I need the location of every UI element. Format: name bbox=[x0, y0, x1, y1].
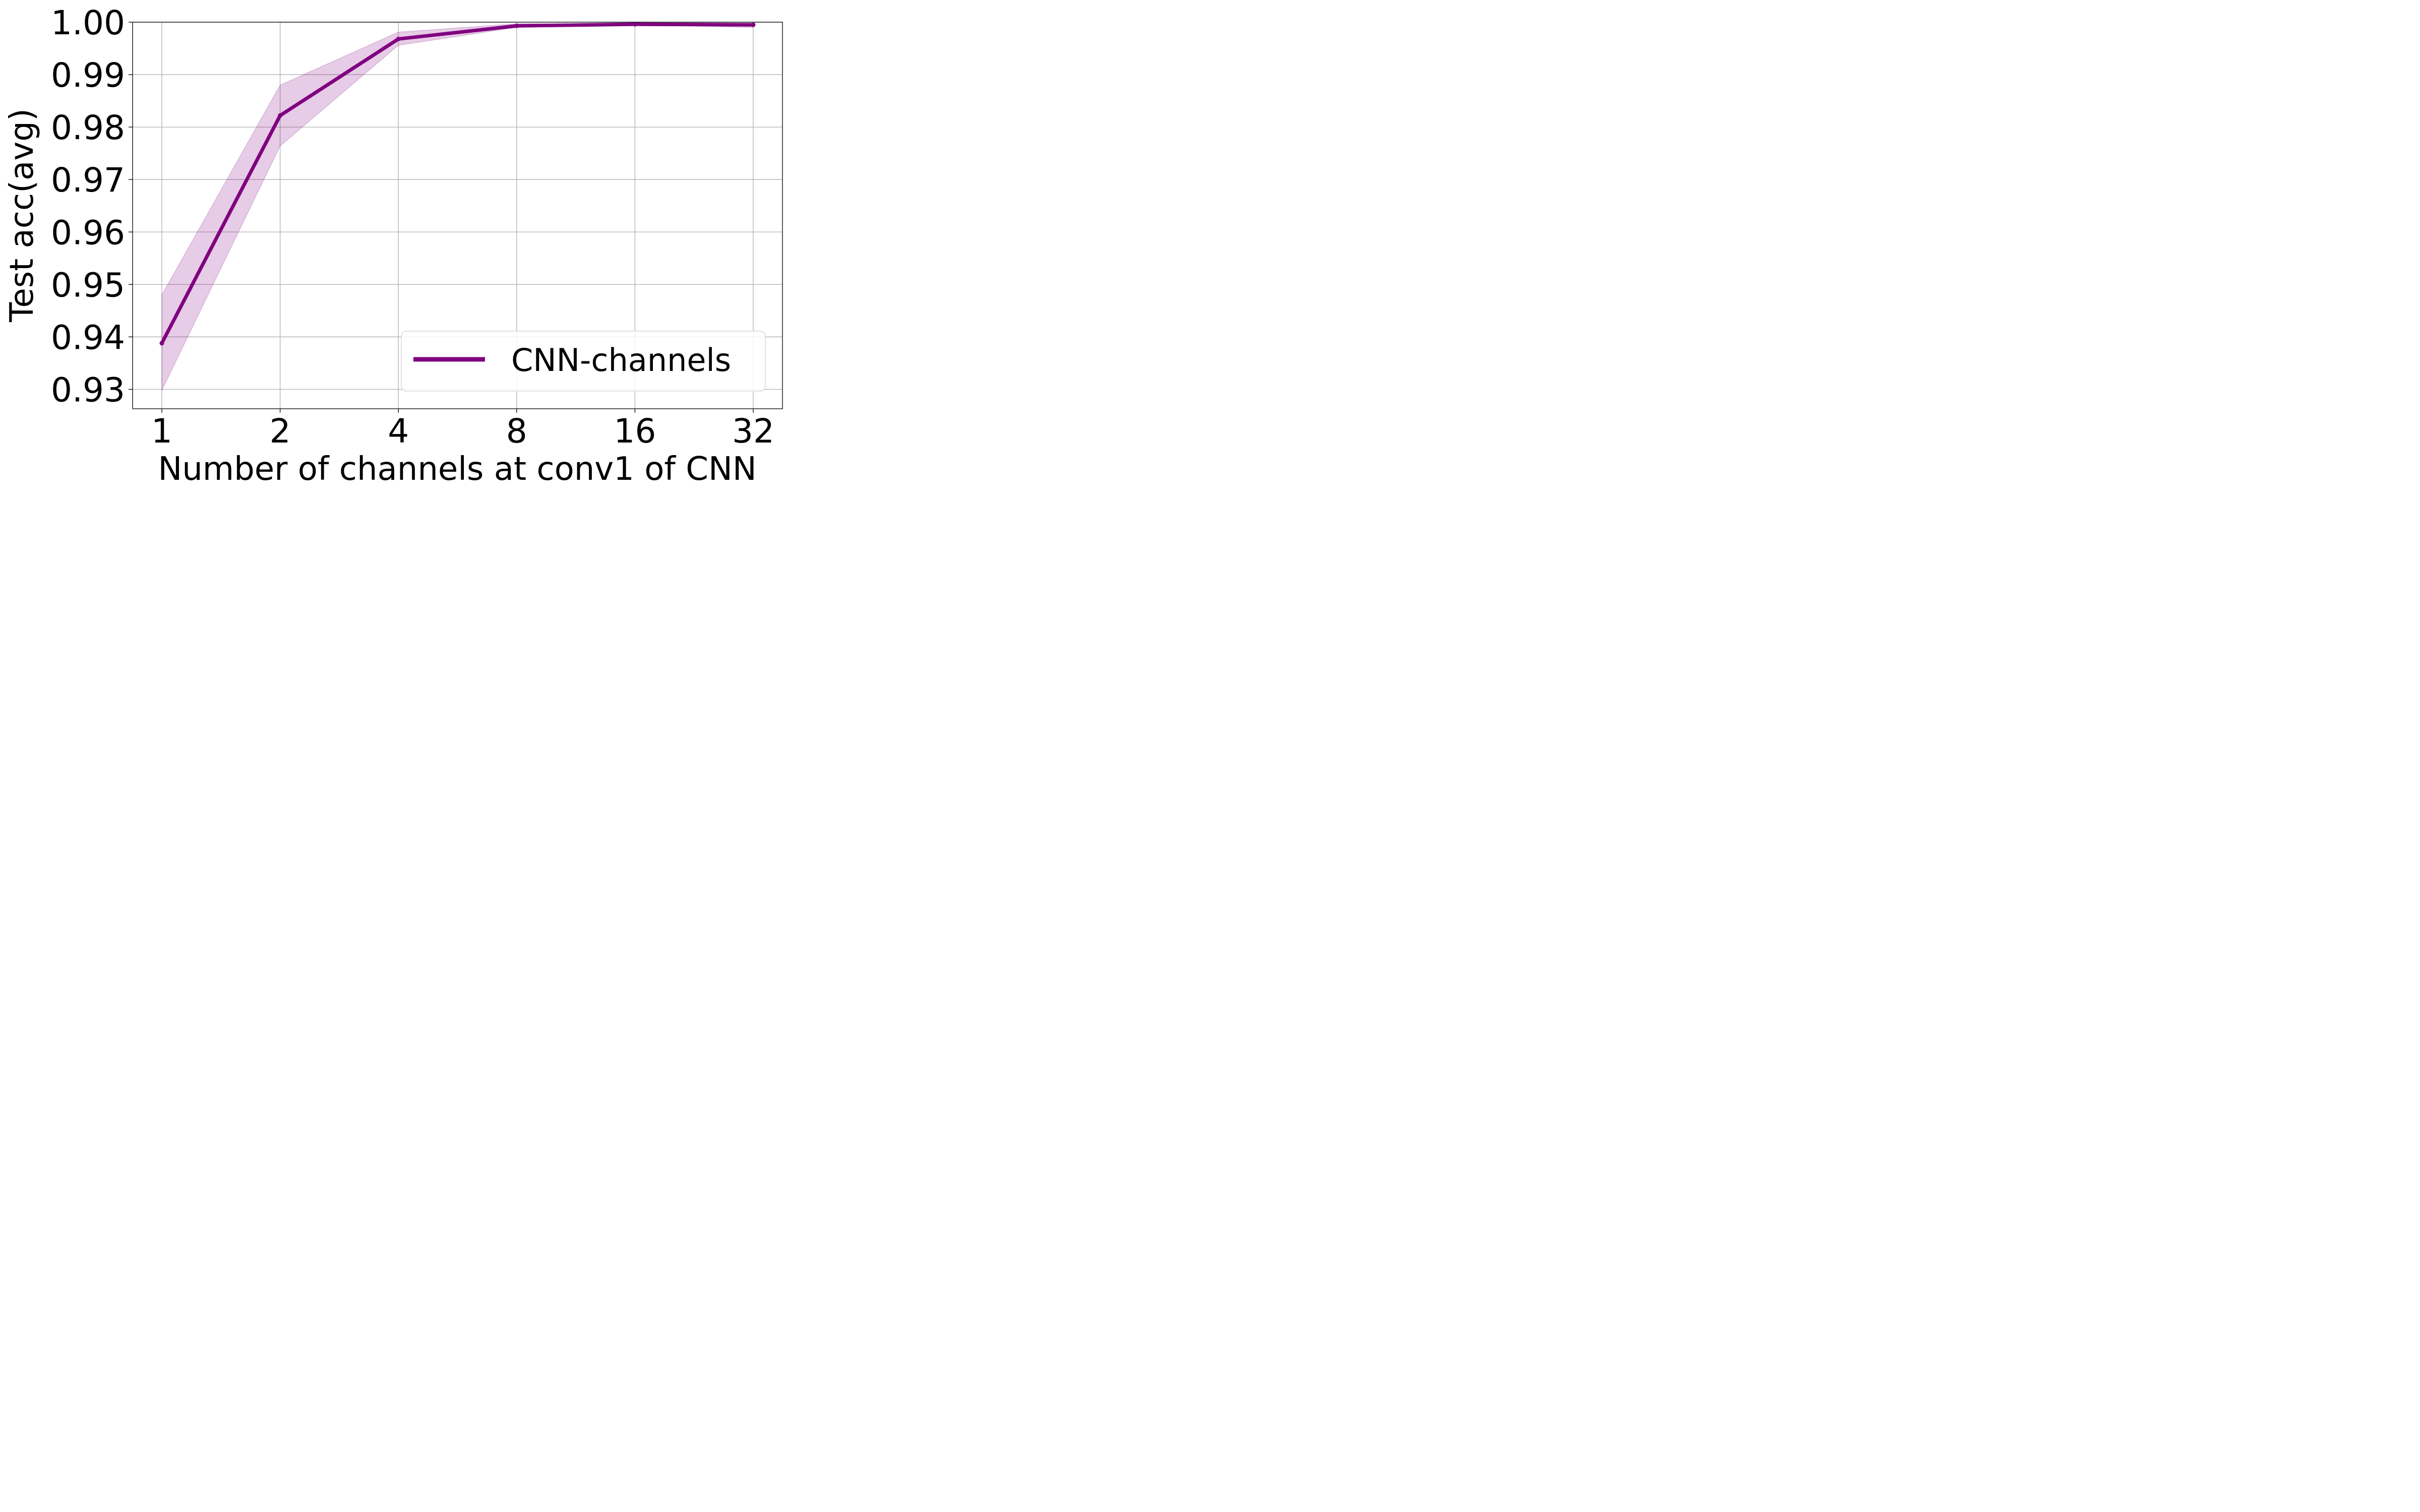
legend-box bbox=[401, 331, 766, 392]
series-line-0 bbox=[160, 22, 755, 345]
data-point-1 bbox=[159, 341, 164, 346]
y-tick-label-0.96: 0.96 bbox=[51, 213, 125, 252]
series-lines bbox=[160, 22, 755, 345]
x-axis-label: Number of channels at conv1 of CNN bbox=[158, 451, 756, 488]
x-tick-label-16: 16 bbox=[614, 412, 656, 451]
x-tick-label-8: 8 bbox=[506, 412, 527, 451]
data-point-4 bbox=[396, 36, 401, 41]
x-tick-label-1: 1 bbox=[151, 412, 172, 451]
chart: 1 2 4 8 16 32 0.93 0.94 0.95 0.96 0.97 0.98 0.99 1.0… bbox=[0, 0, 789, 492]
x-tick-label-32: 32 bbox=[732, 412, 774, 451]
y-tick-label-0.93: 0.93 bbox=[51, 370, 125, 409]
confidence-band-0 bbox=[161, 23, 754, 391]
x-tick-label-2: 2 bbox=[270, 412, 291, 451]
legend-swatch-marker bbox=[447, 357, 451, 361]
y-tick-label-0.99: 0.99 bbox=[51, 56, 125, 95]
plot-frame bbox=[132, 22, 783, 409]
y-tick-label-0.97: 0.97 bbox=[51, 161, 125, 200]
data-point-8 bbox=[514, 23, 519, 28]
legend: CNN-channels bbox=[401, 331, 766, 392]
y-tick-label-0.95: 0.95 bbox=[51, 266, 125, 304]
series-points bbox=[159, 22, 756, 346]
data-point-32 bbox=[751, 22, 756, 27]
data-point-16 bbox=[632, 22, 637, 27]
legend-entry-cnn-channels: CNN-channels bbox=[511, 342, 731, 379]
confidence-bands bbox=[161, 23, 754, 391]
y-tick-label-1.00: 1.00 bbox=[51, 4, 125, 42]
y-tick-label-0.94: 0.94 bbox=[51, 318, 125, 357]
y-axis-ticks: 0.93 0.94 0.95 0.96 0.97 0.98 0.99 1.00 bbox=[51, 4, 133, 409]
x-tick-label-4: 4 bbox=[388, 412, 409, 451]
data-point-2 bbox=[278, 113, 283, 118]
y-tick-label-0.98: 0.98 bbox=[51, 108, 125, 147]
chart-background bbox=[0, 0, 789, 492]
y-axis-label: Test acc(avg) bbox=[4, 108, 41, 323]
x-axis-ticks: 1 2 4 8 16 32 bbox=[151, 409, 774, 451]
